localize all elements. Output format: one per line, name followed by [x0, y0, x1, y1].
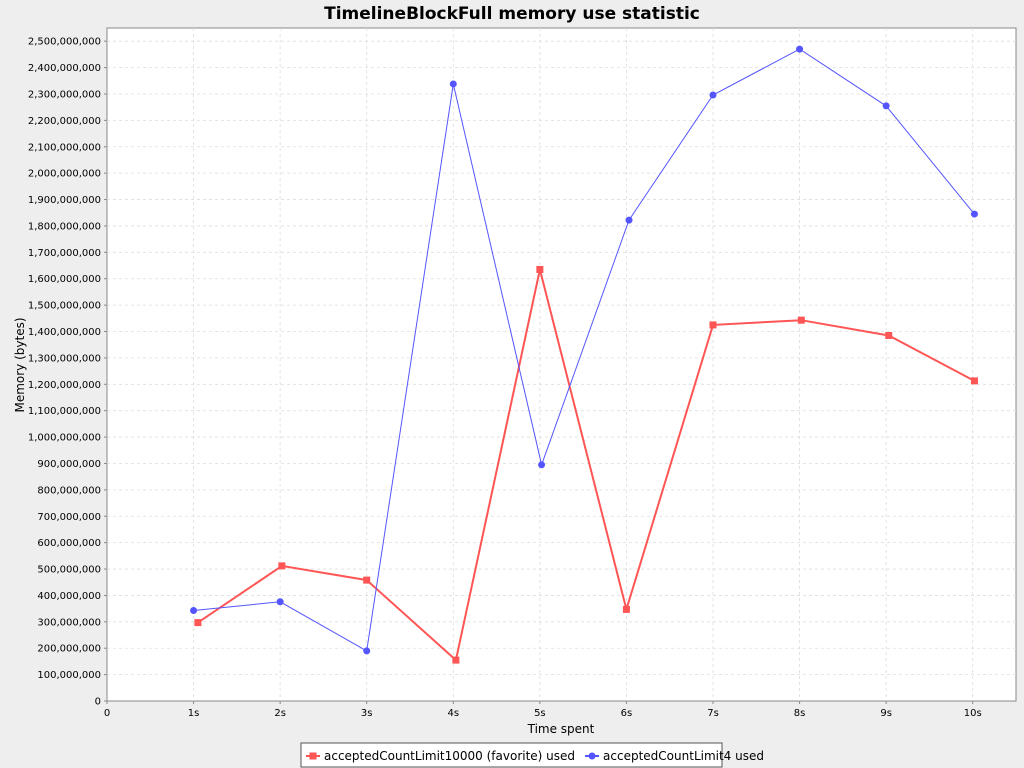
data-point — [276, 598, 284, 606]
y-tick-label: 400,000,000 — [37, 591, 101, 602]
legend-label: acceptedCountLimit10000 (favorite) used — [324, 749, 575, 763]
y-tick-label: 2,400,000,000 — [28, 63, 101, 74]
data-point — [709, 91, 717, 99]
y-tick-label: 500,000,000 — [37, 565, 101, 576]
x-tick-label: 4s — [447, 708, 459, 719]
y-tick-label: 800,000,000 — [37, 485, 101, 496]
data-point — [796, 45, 804, 53]
data-point — [885, 331, 893, 339]
data-point — [449, 80, 457, 88]
y-tick-label: 2,100,000,000 — [28, 142, 101, 153]
data-point — [452, 656, 460, 664]
y-tick-label: 1,400,000,000 — [28, 327, 101, 338]
y-tick-label: 1,200,000,000 — [28, 380, 101, 391]
y-tick-label: 2,500,000,000 — [28, 37, 101, 48]
legend-label: acceptedCountLimit4 used — [603, 749, 764, 763]
y-tick-label: 1,700,000,000 — [28, 248, 101, 259]
x-tick-label: 6s — [621, 708, 633, 719]
data-point — [194, 619, 202, 627]
x-tick-label: 2s — [274, 708, 286, 719]
y-tick-label: 100,000,000 — [37, 670, 101, 681]
data-point — [797, 316, 805, 324]
y-tick-label: 1,100,000,000 — [28, 406, 101, 417]
x-tick-label: 9s — [880, 708, 892, 719]
y-tick-label: 1,300,000,000 — [28, 353, 101, 364]
y-tick-label: 600,000,000 — [37, 538, 101, 549]
data-point — [622, 605, 630, 613]
legend-item: acceptedCountLimit4 used — [585, 749, 764, 763]
x-tick-label: 8s — [794, 708, 806, 719]
y-tick-label: 1,900,000,000 — [28, 195, 101, 206]
data-point — [536, 265, 544, 273]
data-point — [625, 216, 633, 224]
y-tick-label: 1,800,000,000 — [28, 221, 101, 232]
y-tick-label: 200,000,000 — [37, 644, 101, 655]
data-point — [363, 576, 371, 584]
y-tick-label: 300,000,000 — [37, 617, 101, 628]
legend-swatch-marker — [309, 752, 317, 760]
axes: 0 100,000,000 200,000,000 300,000,000 400,00… — [28, 37, 982, 719]
data-point — [882, 102, 890, 110]
chart-title: TimelineBlockFull memory use statistic — [324, 4, 700, 24]
plot-area — [106, 27, 1017, 702]
series-line — [193, 48, 975, 652]
data-point — [709, 321, 717, 329]
y-tick-label: 900,000,000 — [37, 459, 101, 470]
grid — [107, 28, 1016, 701]
x-tick-label: 10s — [964, 708, 982, 719]
y-tick-label: 0 — [95, 697, 101, 708]
x-tick-label: 7s — [707, 708, 719, 719]
legend-swatch-marker — [588, 752, 596, 760]
series-line — [197, 269, 975, 662]
y-tick-label: 2,300,000,000 — [28, 89, 101, 100]
x-tick-label: 1s — [188, 708, 200, 719]
y-axis-label: Memory (bytes) — [13, 317, 27, 412]
legend-box — [300, 742, 723, 768]
x-tick-label: 0 — [104, 708, 110, 719]
data-point — [538, 461, 546, 469]
x-tick-label: 5s — [534, 708, 546, 719]
data-point — [363, 647, 371, 655]
data-point — [970, 377, 978, 385]
y-tick-label: 1,600,000,000 — [28, 274, 101, 285]
series — [190, 45, 978, 664]
legend: acceptedCountLimit10000 (favorite) used a… — [300, 742, 764, 768]
y-tick-label: 1,500,000,000 — [28, 301, 101, 312]
y-tick-label: 2,200,000,000 — [28, 116, 101, 127]
data-point — [190, 606, 198, 614]
data-point — [970, 210, 978, 218]
series-0 — [194, 265, 978, 664]
y-tick-label: 2,000,000,000 — [28, 169, 101, 180]
y-tick-label: 700,000,000 — [37, 512, 101, 523]
x-tick-label: 3s — [361, 708, 373, 719]
series-1 — [190, 45, 978, 655]
data-point — [278, 562, 286, 570]
x-axis-label: Time spent — [527, 722, 595, 736]
y-tick-label: 1,000,000,000 — [28, 433, 101, 444]
legend-item: acceptedCountLimit10000 (favorite) used — [306, 749, 575, 763]
